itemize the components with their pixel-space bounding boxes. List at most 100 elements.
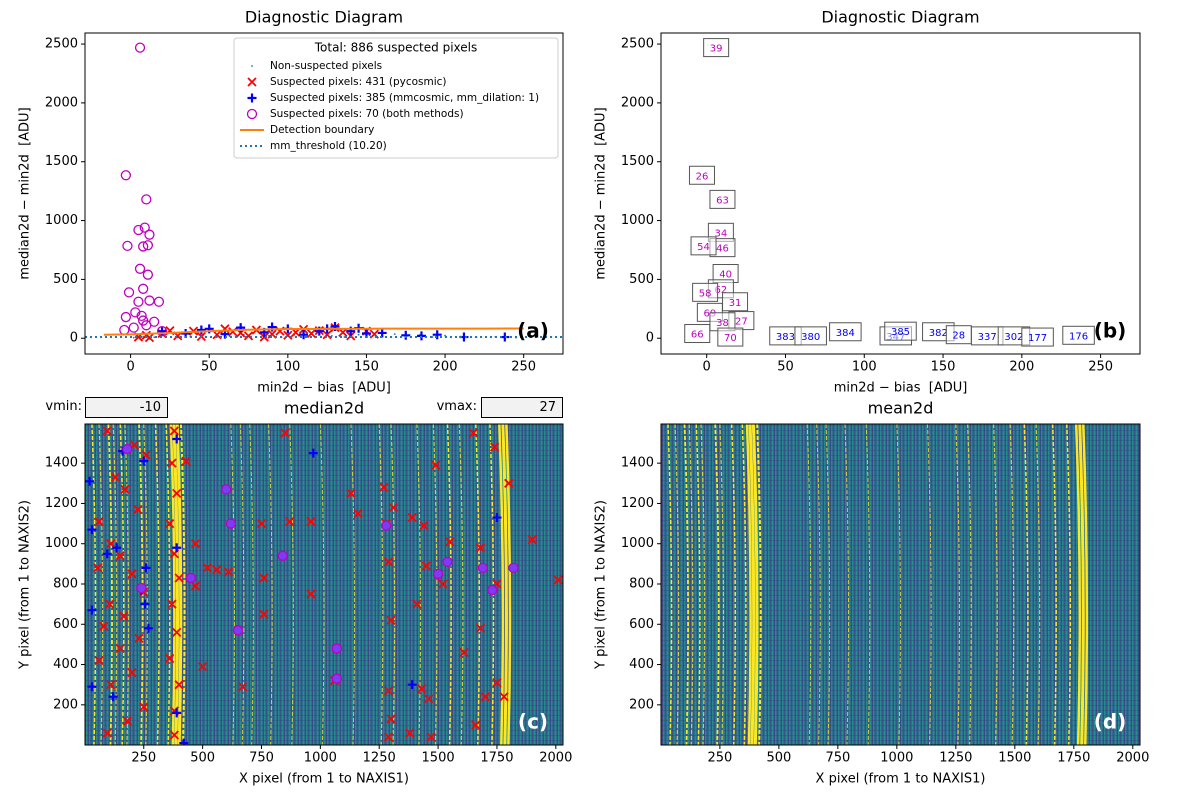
annotation-label: 384 — [836, 328, 855, 339]
point — [174, 680, 184, 690]
image-bright-line — [719, 424, 725, 745]
point — [256, 518, 267, 529]
x-tick-label: 500 — [190, 751, 215, 766]
x-tick-label: 1250 — [939, 751, 972, 766]
annotation-label: 54 — [697, 242, 710, 253]
point — [153, 336, 156, 339]
point — [153, 296, 165, 307]
point — [383, 557, 394, 567]
point — [232, 625, 244, 636]
point — [383, 686, 394, 696]
point — [143, 623, 153, 633]
image-bright-line — [992, 424, 998, 745]
point — [299, 330, 309, 340]
x-tick-label: 500 — [766, 751, 791, 766]
point — [383, 732, 394, 742]
point — [134, 42, 146, 53]
point — [431, 336, 434, 338]
y-tick-label: 2500 — [45, 37, 78, 52]
point — [87, 682, 97, 692]
point — [379, 482, 389, 492]
point — [225, 518, 237, 529]
point — [87, 525, 97, 535]
axes-frame — [660, 32, 1141, 355]
y-tick-label: 0 — [646, 331, 654, 346]
x-tick-label: 1750 — [480, 751, 513, 766]
annotation-label: 39 — [710, 44, 723, 55]
y-tick-label: 1400 — [621, 456, 654, 471]
point — [174, 573, 184, 583]
point — [202, 563, 212, 573]
y-tick-label: 1500 — [621, 154, 654, 169]
x-tick-label: 2000 — [1116, 751, 1149, 766]
image-bright-line — [865, 424, 871, 745]
image-bright-line — [806, 424, 812, 745]
image-bright-line — [124, 424, 130, 745]
legend-swatch — [246, 108, 258, 120]
point — [432, 330, 442, 340]
x-tick-label: 100 — [852, 360, 877, 375]
point — [353, 508, 363, 519]
y-tick-label: 1200 — [45, 496, 78, 511]
annotation-label: 380 — [801, 332, 820, 343]
image-bright-line — [967, 424, 972, 745]
point — [142, 240, 154, 251]
point — [243, 331, 254, 341]
image-bright-line — [179, 424, 186, 745]
point — [212, 565, 222, 575]
point — [346, 488, 356, 499]
annotation-box — [709, 189, 736, 209]
image-background — [661, 424, 1140, 745]
point — [221, 484, 232, 495]
x-tick-label: 0 — [126, 360, 134, 375]
point — [119, 324, 130, 336]
point — [115, 643, 125, 654]
image-bright-line — [756, 424, 762, 745]
annotation-label: 26 — [696, 171, 709, 182]
point — [165, 653, 175, 664]
image-bright-line — [239, 424, 245, 745]
x-tick-label: 0 — [703, 360, 711, 375]
point — [259, 609, 269, 619]
y-axis-label: Y pixel (from 1 to NAXIS2) — [594, 500, 609, 670]
point — [421, 561, 431, 571]
image-bright-line — [91, 424, 97, 745]
annotation-label: 31 — [729, 298, 742, 309]
image-bright-line — [154, 424, 160, 745]
point — [306, 589, 316, 599]
point — [419, 520, 429, 531]
x-tick-label: 150 — [931, 360, 956, 375]
point — [112, 543, 122, 553]
legend-swatch — [247, 93, 257, 103]
vmax-input[interactable] — [481, 397, 563, 418]
point — [172, 627, 182, 637]
point — [122, 240, 133, 252]
point — [322, 330, 332, 340]
annotation-label: 176 — [1069, 331, 1088, 342]
point — [308, 448, 318, 458]
point — [141, 194, 152, 205]
point — [190, 581, 201, 591]
point — [172, 434, 182, 444]
annotation-label: 337 — [978, 332, 997, 343]
point — [181, 456, 191, 466]
x-tick-label: 1500 — [998, 751, 1031, 766]
annotation-label: 46 — [716, 244, 729, 255]
point — [424, 694, 434, 704]
x-tick-label: 1000 — [304, 751, 337, 766]
image-bright-line — [119, 424, 125, 745]
image-bright-line — [475, 424, 481, 745]
y-tick-label: 400 — [53, 657, 78, 672]
image-bright-line — [695, 424, 701, 745]
point — [141, 320, 152, 331]
point — [127, 569, 137, 579]
point — [401, 330, 411, 340]
point — [169, 730, 179, 740]
vmin-input[interactable] — [85, 397, 168, 418]
point — [331, 643, 342, 654]
point — [492, 513, 502, 523]
x-tick-label: 250 — [511, 360, 536, 375]
point — [388, 502, 398, 513]
x-axis-label: X pixel (from 1 to NAXIS1) — [816, 772, 986, 787]
image-bright-line — [458, 424, 464, 745]
